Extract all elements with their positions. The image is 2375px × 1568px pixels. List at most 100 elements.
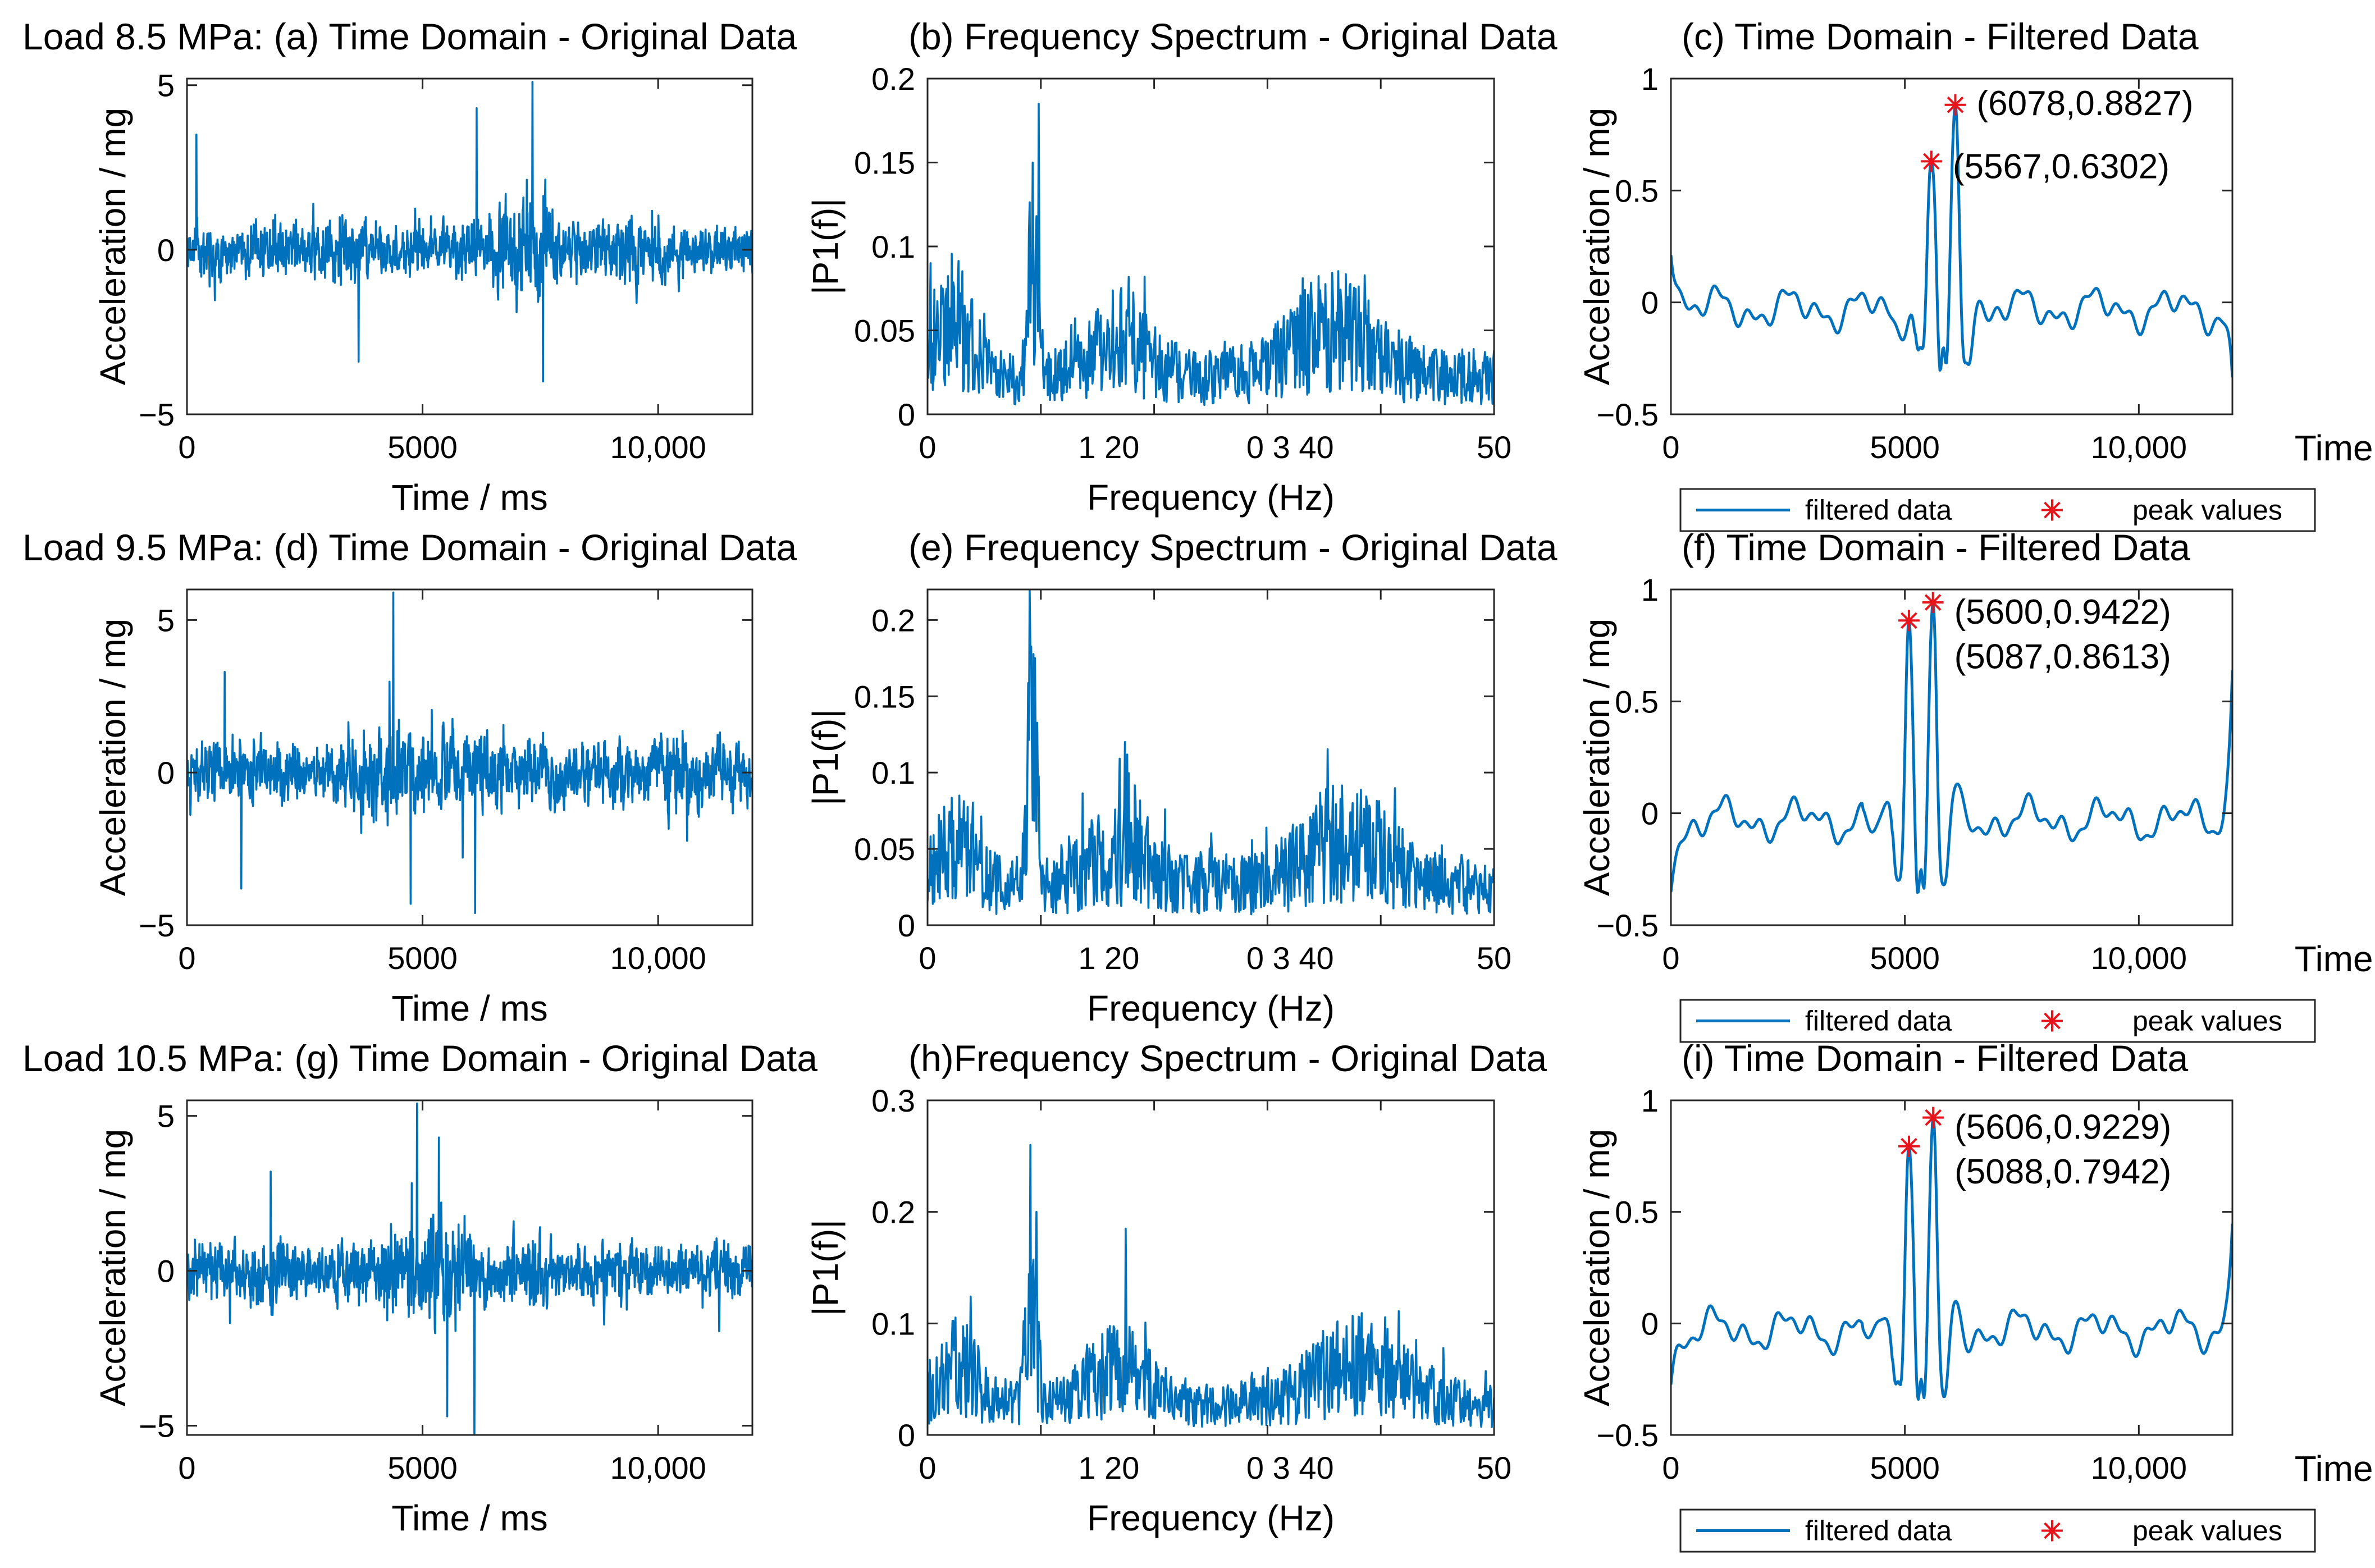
panel-a: Load 8.5 MPa: (a) Time Domain - Original…: [22, 16, 797, 518]
panel-title: Load 9.5 MPa: (d) Time Domain - Original…: [22, 527, 797, 568]
x-tick-label: 50: [1477, 429, 1511, 465]
x-axis-label: Time / ms: [2295, 428, 2375, 468]
axes-box: [1670, 77, 2234, 415]
x-axis-label: Frequency (Hz): [1087, 477, 1335, 518]
peak-marker: [1898, 1135, 1920, 1157]
y-axis-label: Acceleration / mg: [1577, 108, 1617, 385]
y-tick-label: 1: [1641, 572, 1659, 607]
legend-label: filtered data: [1805, 1515, 1952, 1547]
legend-label: peak values: [2132, 495, 2282, 526]
x-tick-label: 5000: [387, 1450, 458, 1485]
legend: filtered data peak values: [1679, 488, 2316, 532]
y-tick-label: 0.2: [871, 61, 915, 97]
y-tick-label: 0: [157, 232, 175, 268]
peak-annotation: (5606,0.9229): [1954, 1108, 2171, 1147]
peak-annotation: (5088,0.7942): [1954, 1153, 2171, 1191]
y-tick-label: −5: [139, 1408, 175, 1443]
peak-marker: [1920, 150, 1942, 172]
legend-label: filtered data: [1805, 1005, 1952, 1037]
series-line: [1671, 104, 2232, 378]
peak-marker: [1944, 94, 1966, 116]
y-axis-label: |P1(f)|: [805, 709, 846, 806]
x-axis-label: Frequency (Hz): [1087, 988, 1335, 1028]
y-tick-label: −5: [139, 908, 175, 943]
panel-title: (i) Time Domain - Filtered Data: [1682, 1037, 2189, 1079]
x-tick-label: 0: [178, 1450, 195, 1485]
y-tick-label: 0: [157, 755, 175, 790]
y-tick-label: −0.5: [1596, 908, 1659, 943]
series-line: [1671, 1116, 2232, 1401]
x-tick-label: 10,000: [2091, 1450, 2187, 1485]
x-tick-label: 0: [1662, 429, 1679, 465]
panel-title: Load 8.5 MPa: (a) Time Domain - Original…: [22, 16, 797, 57]
series-line: [928, 103, 1494, 406]
series-line: [928, 589, 1494, 916]
legend-marker-swatch: [2041, 1010, 2063, 1032]
y-axis-label: Acceleration / mg: [1577, 1129, 1617, 1406]
axes-box: [186, 588, 753, 926]
y-tick-label: 0: [898, 908, 915, 943]
x-tick-label: 0: [178, 940, 195, 976]
y-tick-label: 0.15: [854, 145, 915, 181]
y-tick-label: 0.1: [871, 229, 915, 264]
x-tick-label: 5000: [1870, 1450, 1940, 1485]
axes-box: [186, 77, 753, 415]
legend-marker-swatch: [2041, 499, 2063, 521]
panel-f: (f) Time Domain - Filtered Data 0 5000 10,0…: [1577, 527, 2375, 1043]
y-tick-label: 0: [1641, 796, 1659, 831]
x-tick-label: 0: [919, 940, 936, 976]
y-tick-label: 0: [1641, 285, 1659, 321]
x-axis-label: Time / ms: [2295, 1448, 2375, 1489]
x-tick-label: 0: [919, 1450, 936, 1485]
y-tick-label: 5: [157, 1099, 175, 1134]
peak-marker: [1898, 610, 1920, 632]
x-tick-label: 0: [1662, 940, 1679, 976]
x-axis-label: Time / ms: [2295, 939, 2375, 979]
panel-title: (f) Time Domain - Filtered Data: [1682, 527, 2190, 568]
x-tick-label: 0 3 40: [1246, 429, 1334, 465]
axes-box: [1670, 588, 2234, 926]
y-axis-label: |P1(f)|: [805, 198, 846, 295]
y-tick-label: 5: [157, 602, 175, 638]
y-tick-label: 0: [898, 1418, 915, 1453]
legend: filtered data peak values: [1679, 999, 2316, 1043]
y-tick-label: 0.3: [871, 1083, 915, 1118]
panel-title: (h)Frequency Spectrum - Original Data: [908, 1037, 1547, 1079]
y-tick-label: 0.5: [1615, 173, 1659, 208]
x-tick-label: 0: [919, 429, 936, 465]
y-axis-label: Acceleration / mg: [93, 108, 133, 385]
panel-g: Load 10.5 MPa: (g) Time Domain - Origina…: [22, 1037, 817, 1538]
x-tick-label: 50: [1477, 940, 1511, 976]
axes-box: [1670, 1099, 2234, 1436]
series-line: [928, 1144, 1494, 1428]
series-line: [187, 591, 752, 915]
x-tick-label: 0: [178, 429, 195, 465]
y-tick-label: 0.1: [871, 1306, 915, 1341]
y-tick-label: −0.5: [1596, 1418, 1659, 1453]
legend: filtered data peak values: [1679, 1508, 2316, 1553]
panel-b: (b) Frequency Spectrum - Original Data 0 1…: [805, 16, 1558, 518]
x-tick-label: 5000: [1870, 429, 1940, 465]
panel-title: (b) Frequency Spectrum - Original Data: [908, 16, 1558, 57]
x-tick-label: 5000: [387, 429, 458, 465]
x-tick-label: 0 3 40: [1246, 1450, 1334, 1485]
y-tick-label: 0.5: [1615, 1195, 1659, 1230]
x-axis-label: Time / ms: [391, 988, 548, 1028]
panel-i: (i) Time Domain - Filtered Data 0 5000 10,0…: [1577, 1037, 2375, 1553]
series-line: [187, 1102, 752, 1435]
y-tick-label: 0.1: [871, 755, 915, 790]
y-tick-label: 0.5: [1615, 684, 1659, 719]
legend-label: peak values: [2132, 1515, 2282, 1547]
y-tick-label: 0: [157, 1254, 175, 1289]
y-tick-label: 0: [898, 397, 915, 432]
panel-d: Load 9.5 MPa: (d) Time Domain - Original…: [22, 527, 797, 1028]
panel-title: Load 10.5 MPa: (g) Time Domain - Origina…: [22, 1037, 817, 1079]
panel-h: (h)Frequency Spectrum - Original Data 0 1 …: [805, 1037, 1547, 1538]
y-tick-label: 1: [1641, 61, 1659, 97]
peak-annotation: (6078,0.8827): [1977, 84, 2194, 123]
y-tick-label: 1: [1641, 1083, 1659, 1118]
series-line: [1671, 602, 2232, 894]
x-tick-label: 1 20: [1078, 940, 1139, 976]
y-tick-label: 0: [1641, 1306, 1659, 1341]
